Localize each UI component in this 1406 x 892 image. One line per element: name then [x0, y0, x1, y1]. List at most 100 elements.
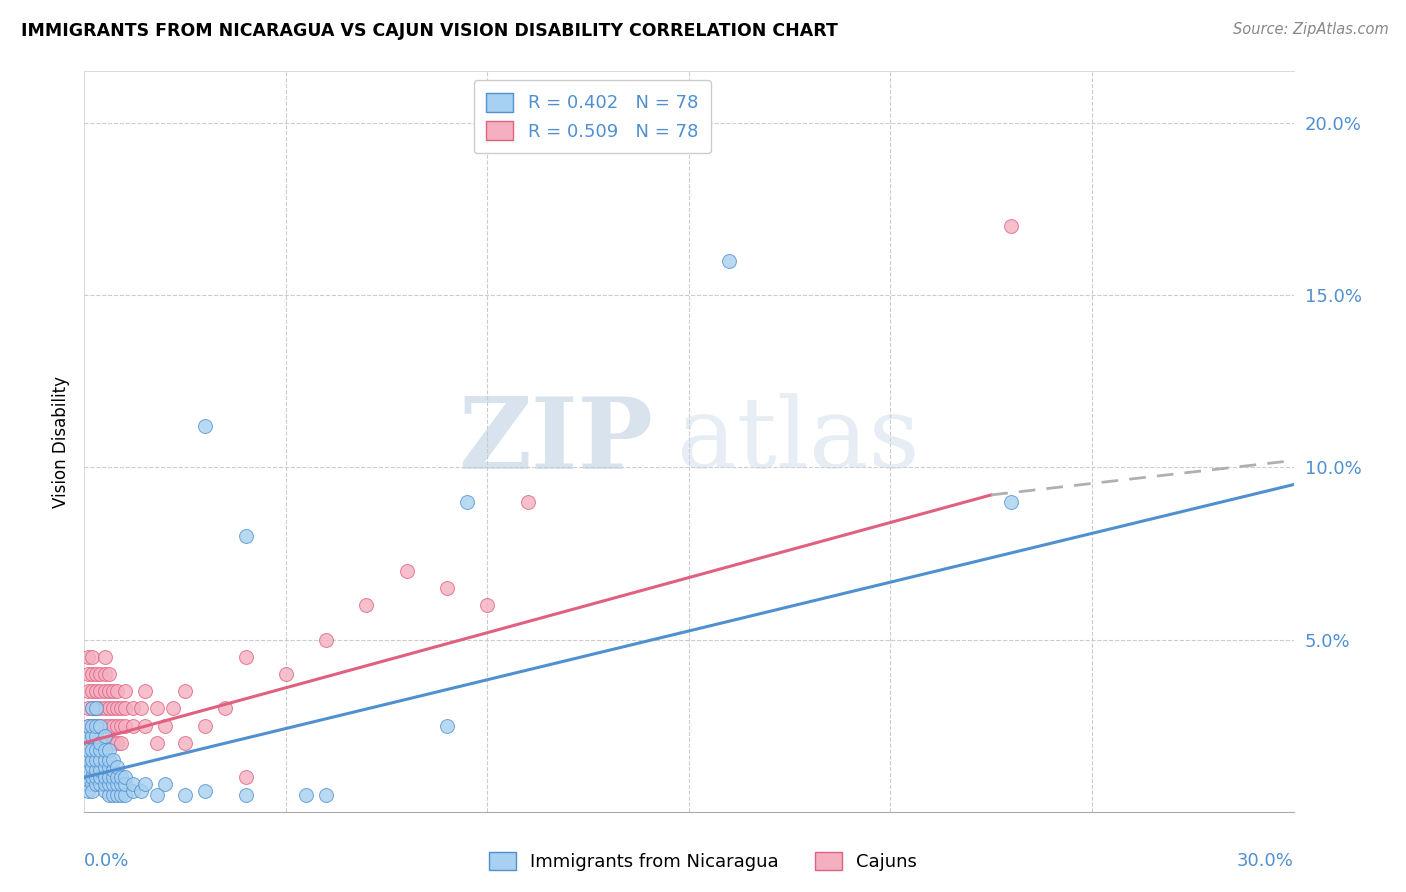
Point — [516, 495, 538, 509]
Point — [93, 718, 115, 732]
Text: IMMIGRANTS FROM NICARAGUA VS CAJUN VISION DISABILITY CORRELATION CHART: IMMIGRANTS FROM NICARAGUA VS CAJUN VISIO… — [21, 22, 838, 40]
Point — [162, 701, 184, 715]
Point — [77, 649, 100, 664]
Point — [114, 718, 136, 732]
Point — [101, 736, 124, 750]
Point — [97, 753, 120, 767]
Point — [194, 419, 217, 434]
Point — [77, 701, 100, 715]
Point — [82, 753, 104, 767]
Point — [86, 729, 108, 743]
Point — [121, 718, 143, 732]
Point — [86, 764, 108, 778]
Point — [89, 753, 111, 767]
Point — [77, 718, 100, 732]
Point — [105, 760, 128, 774]
Point — [86, 753, 108, 767]
Text: ZIP: ZIP — [458, 393, 652, 490]
Point — [89, 718, 111, 732]
Point — [194, 784, 217, 798]
Point — [129, 701, 152, 715]
Point — [86, 743, 108, 757]
Point — [134, 777, 156, 791]
Point — [77, 718, 100, 732]
Point — [93, 684, 115, 698]
Point — [89, 753, 111, 767]
Point — [105, 777, 128, 791]
Point — [1000, 219, 1022, 234]
Point — [105, 684, 128, 698]
Point — [82, 777, 104, 791]
Point — [1000, 495, 1022, 509]
Point — [101, 701, 124, 715]
Point — [97, 718, 120, 732]
Point — [86, 701, 108, 715]
Point — [93, 649, 115, 664]
Point — [315, 788, 337, 802]
Point — [89, 684, 111, 698]
Point — [82, 718, 104, 732]
Point — [235, 788, 257, 802]
Point — [110, 777, 132, 791]
Point — [395, 564, 418, 578]
Point — [134, 718, 156, 732]
Point — [110, 770, 132, 784]
Point — [82, 701, 104, 715]
Point — [86, 770, 108, 784]
Point — [77, 736, 100, 750]
Point — [101, 764, 124, 778]
Point — [97, 770, 120, 784]
Point — [274, 667, 297, 681]
Point — [77, 764, 100, 778]
Point — [93, 736, 115, 750]
Point — [174, 684, 197, 698]
Point — [121, 777, 143, 791]
Point — [82, 736, 104, 750]
Point — [105, 718, 128, 732]
Point — [93, 777, 115, 791]
Point — [101, 788, 124, 802]
Point — [97, 760, 120, 774]
Point — [101, 753, 124, 767]
Point — [97, 684, 120, 698]
Point — [77, 667, 100, 681]
Point — [93, 784, 115, 798]
Point — [153, 777, 176, 791]
Point — [105, 701, 128, 715]
Point — [436, 718, 458, 732]
Point — [89, 764, 111, 778]
Point — [77, 753, 100, 767]
Point — [295, 788, 318, 802]
Point — [235, 770, 257, 784]
Text: Source: ZipAtlas.com: Source: ZipAtlas.com — [1233, 22, 1389, 37]
Point — [82, 718, 104, 732]
Point — [86, 667, 108, 681]
Point — [356, 598, 378, 612]
Point — [77, 684, 100, 698]
Point — [174, 788, 197, 802]
Legend: R = 0.402   N = 78, R = 0.509   N = 78: R = 0.402 N = 78, R = 0.509 N = 78 — [474, 80, 711, 153]
Point — [114, 788, 136, 802]
Point — [235, 649, 257, 664]
Point — [97, 701, 120, 715]
Legend: Immigrants from Nicaragua, Cajuns: Immigrants from Nicaragua, Cajuns — [481, 845, 925, 879]
Point — [214, 701, 236, 715]
Point — [477, 598, 499, 612]
Point — [86, 718, 108, 732]
Point — [114, 701, 136, 715]
Point — [77, 753, 100, 767]
Point — [134, 684, 156, 698]
Point — [93, 760, 115, 774]
Point — [97, 736, 120, 750]
Point — [105, 770, 128, 784]
Point — [77, 770, 100, 784]
Point — [93, 729, 115, 743]
Point — [82, 701, 104, 715]
Point — [82, 753, 104, 767]
Point — [97, 743, 120, 757]
Point — [235, 529, 257, 543]
Point — [89, 770, 111, 784]
Point — [77, 743, 100, 757]
Point — [315, 632, 337, 647]
Point — [89, 667, 111, 681]
